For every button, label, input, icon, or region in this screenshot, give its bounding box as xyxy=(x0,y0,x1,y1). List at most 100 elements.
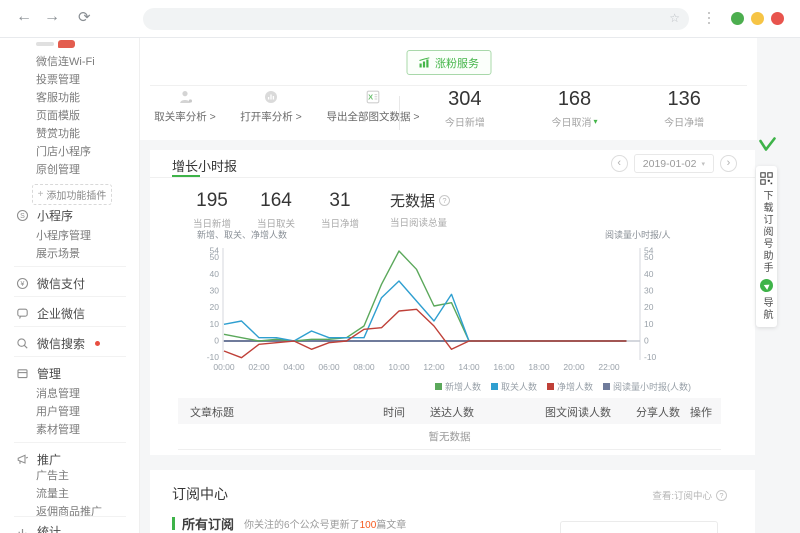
sidebar-section-管理[interactable]: 管理 xyxy=(16,364,61,382)
legend-item-阅读量小时报(人数): 阅读量小时报(人数) xyxy=(603,380,691,393)
open-rate-analysis-icon xyxy=(264,90,278,104)
forward-icon[interactable]: → xyxy=(44,8,60,25)
prev-day-button[interactable]: ‹ xyxy=(610,155,628,172)
table-header-图文阅读人数: 图文阅读人数 xyxy=(545,407,611,419)
download-assistant-tab[interactable]: 下载订阅号助手 导航 xyxy=(756,166,777,327)
stat-value: 168 xyxy=(557,88,592,110)
back-icon[interactable]: ← xyxy=(16,8,32,25)
action-label: 取关率分析 > xyxy=(154,111,216,123)
date-picker[interactable]: 2019-01-02 ▾ xyxy=(633,154,714,173)
svg-text:-10: -10 xyxy=(644,352,657,362)
sidebar-item-3[interactable]: 页面模版 xyxy=(36,110,80,122)
svg-text:20: 20 xyxy=(644,302,654,312)
svg-text:12:00: 12:00 xyxy=(423,362,445,372)
sidebar-section-小程序[interactable]: S 小程序 xyxy=(16,206,73,224)
growth-report-card: 增长小时报 ‹ 2019-01-02 ▾ › 195 当日新增 164 当日取关 31 当… xyxy=(150,150,755,455)
new-badge-dot xyxy=(95,340,101,346)
left-axis-title: 新增、取关、净增人数 xyxy=(197,230,288,240)
help-icon[interactable]: ? xyxy=(439,195,451,206)
subscription-summary: 你关注的6个公众号更新了100篇文章 xyxy=(244,520,407,531)
sidebar-section-label: 管理 xyxy=(37,366,62,381)
sidebar-section-统计[interactable]: 统计 xyxy=(16,522,61,533)
address-bar[interactable]: ☆ xyxy=(143,8,689,30)
sidebar-item-clipped[interactable] xyxy=(0,38,139,51)
svg-text:18:00: 18:00 xyxy=(528,362,550,372)
help-icon: ? xyxy=(716,489,727,501)
action-open-rate-analysis[interactable]: 打开率分析 > xyxy=(228,90,314,124)
sidebar-section-label: 推广 xyxy=(37,452,62,467)
sidebar-subitem-小程序管理[interactable]: 小程序管理 xyxy=(36,230,91,242)
sidebar-item-2[interactable]: 客服功能 xyxy=(36,92,80,104)
sidebar-section-微信支付[interactable]: ¥ 微信支付 xyxy=(16,274,85,292)
svg-text:04:00: 04:00 xyxy=(283,362,305,372)
mini-program-icon: S xyxy=(16,209,29,222)
overview-card: 涨粉服务 取关率分析 > 打开率分析 > X 导出全部图文数据 > 304 今日新增 16… xyxy=(140,38,757,140)
sidebar-subitem-展示场景[interactable]: 展示场景 xyxy=(36,248,80,260)
tab-growth-hourly[interactable]: 增长小时报 xyxy=(172,159,238,174)
sidebar-item-0[interactable]: 微信连Wi-Fi xyxy=(36,56,95,68)
window-dot-yellow[interactable] xyxy=(751,12,764,25)
add-plugin-button[interactable]: + 添加功能插件 xyxy=(32,184,112,205)
view-subscription-link[interactable]: 查看:订阅中心 ? xyxy=(652,488,727,502)
sidebar-item-1[interactable]: 投票管理 xyxy=(36,74,80,86)
growth-stat-label: 当日净增 xyxy=(320,219,359,230)
sidebar-section-微信搜索[interactable]: 微信搜索 xyxy=(16,334,101,352)
svg-text:50: 50 xyxy=(210,252,220,262)
action-export-excel[interactable]: X 导出全部图文数据 > xyxy=(314,90,432,124)
sidebar-divider xyxy=(14,296,126,297)
sidebar-section-label: 微信搜索 xyxy=(37,336,86,351)
svg-text:06:00: 06:00 xyxy=(318,362,340,372)
download-assistant-label: 下载订阅号助手 xyxy=(761,190,772,274)
active-tab-underline xyxy=(172,175,200,177)
refresh-icon[interactable]: ⟳ xyxy=(78,9,91,26)
sidebar-subitem-素材管理[interactable]: 素材管理 xyxy=(36,424,80,436)
sidebar-subitem-流量主[interactable]: 流量主 xyxy=(36,488,69,500)
sidebar-section-推广[interactable]: 推广 xyxy=(16,450,61,468)
divider xyxy=(399,96,400,130)
report-button[interactable]: 涨粉服务 xyxy=(406,50,491,75)
sidebar-subitem-消息管理[interactable]: 消息管理 xyxy=(36,388,80,400)
svg-text:54: 54 xyxy=(210,246,220,256)
chevron-down-icon[interactable]: ▾ xyxy=(593,117,598,126)
svg-text:¥: ¥ xyxy=(21,281,25,288)
legend-swatch xyxy=(546,383,554,390)
action-unfollow-analysis[interactable]: 取关率分析 > xyxy=(142,90,228,124)
svg-text:20:00: 20:00 xyxy=(563,362,585,372)
bookmark-star-icon[interactable]: ☆ xyxy=(669,11,680,25)
stat-label: 今日净增 xyxy=(664,118,705,129)
growth-stat-label: 当日新增 xyxy=(192,219,231,230)
window-dot-green[interactable] xyxy=(731,12,744,25)
growth-stat-label: 当日取关 xyxy=(256,219,295,230)
sidebar-item-5[interactable]: 门店小程序 xyxy=(36,146,91,158)
growth-stat-label: 当日阅读总量 xyxy=(390,218,448,229)
sidebar-item-6[interactable]: 原创管理 xyxy=(36,164,80,176)
table-header-时间: 时间 xyxy=(383,407,405,419)
sidebar-section-企业微信[interactable]: 企业微信 xyxy=(16,304,85,322)
stat-今日取消: 168 今日取消 ▾ xyxy=(520,88,630,129)
svg-text:16:00: 16:00 xyxy=(493,362,515,372)
svg-text:-10: -10 xyxy=(207,352,220,362)
subscription-item-partial[interactable] xyxy=(560,521,718,533)
window-dot-red[interactable] xyxy=(771,12,784,25)
sidebar-divider xyxy=(14,266,126,267)
stat-label: 今日新增 xyxy=(444,118,485,129)
next-day-button[interactable]: › xyxy=(720,155,737,172)
sidebar-subitem-广告主[interactable]: 广告主 xyxy=(36,470,69,482)
svg-text:20: 20 xyxy=(210,302,220,312)
browser-toolbar: ← → ⟳ ☆ xyxy=(0,0,800,38)
all-subscriptions-label: 所有订阅 xyxy=(182,517,235,532)
sidebar-item-4[interactable]: 赞赏功能 xyxy=(36,128,80,140)
svg-text:08:00: 08:00 xyxy=(353,362,375,372)
article-table: 文章标题 时间 送达人数 图文阅读人数 分享人数 操作 暂无数据 xyxy=(178,398,721,450)
svg-text:22:00: 22:00 xyxy=(598,362,620,372)
sidebar-subitem-返佣商品推广[interactable]: 返佣商品推广 xyxy=(36,506,102,518)
add-plugin-label: 添加功能插件 xyxy=(46,191,107,202)
stat-value: 136 xyxy=(667,88,701,110)
sidebar-subitem-用户管理[interactable]: 用户管理 xyxy=(36,406,80,418)
svg-text:0: 0 xyxy=(644,336,649,346)
legend-swatch xyxy=(490,383,498,390)
table-header-分享人数: 分享人数 xyxy=(636,407,680,419)
assistant-icon[interactable] xyxy=(759,137,776,157)
divider xyxy=(150,177,755,178)
